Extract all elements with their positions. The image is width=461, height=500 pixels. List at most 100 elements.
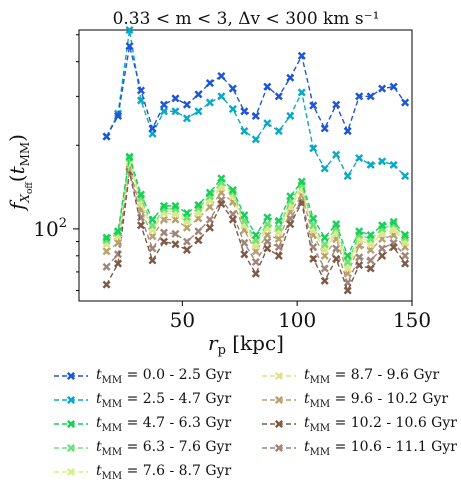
data-point — [366, 231, 375, 240]
series-line — [106, 168, 406, 276]
data-point — [274, 243, 283, 252]
data-point — [263, 244, 272, 253]
series-group — [102, 25, 410, 295]
data-point — [171, 94, 180, 103]
legend-label: tMM = 7.6 - 8.7 Gyr — [96, 462, 232, 482]
data-point — [125, 42, 134, 51]
data-point — [389, 160, 398, 169]
data-point — [401, 98, 410, 107]
legend-label: tMM = 8.7 - 9.6 Gyr — [304, 366, 440, 386]
data-point — [102, 233, 111, 242]
data-point — [251, 231, 260, 240]
data-point — [136, 221, 146, 230]
data-point — [205, 79, 214, 88]
data-point — [240, 250, 249, 259]
data-point — [274, 127, 283, 136]
data-point — [401, 171, 410, 181]
legend-marker — [66, 419, 76, 429]
data-point — [240, 238, 249, 247]
series-1 — [102, 42, 410, 141]
data-point — [136, 86, 146, 95]
legend-swatch — [54, 395, 88, 405]
series-9 — [102, 166, 410, 287]
data-point — [102, 262, 111, 271]
data-point — [309, 254, 318, 263]
data-point — [148, 256, 157, 265]
data-point — [251, 247, 260, 256]
data-point — [378, 157, 387, 166]
data-point — [171, 229, 180, 238]
data-point — [251, 269, 260, 278]
data-point — [263, 213, 272, 222]
data-point — [251, 135, 260, 144]
data-point — [148, 221, 157, 230]
data-point — [309, 101, 318, 110]
y-axis-label: fXoff(tMM) — [5, 134, 35, 212]
data-point — [182, 245, 191, 254]
data-point — [205, 188, 214, 197]
data-point — [378, 251, 387, 260]
legend-marker — [66, 371, 76, 381]
data-point — [320, 164, 329, 173]
data-point — [332, 100, 341, 109]
data-point — [401, 251, 410, 260]
data-point — [171, 215, 180, 224]
data-point — [286, 111, 295, 120]
legend-marker — [66, 443, 76, 453]
data-point — [401, 231, 410, 240]
data-point — [343, 127, 352, 136]
legend-marker — [274, 371, 284, 381]
data-point — [355, 253, 364, 262]
data-point — [343, 286, 352, 295]
data-point — [159, 201, 168, 210]
data-point — [228, 215, 237, 224]
data-point — [320, 233, 329, 242]
data-point — [332, 150, 341, 159]
legend-label: tMM = 9.6 - 10.2 Gyr — [304, 390, 449, 410]
data-point — [205, 98, 214, 107]
x-axis: 50 100 150 — [170, 301, 431, 332]
data-point — [194, 227, 203, 236]
legend-label: tMM = 10.2 - 10.6 Gyr — [304, 414, 457, 434]
data-point — [297, 177, 306, 186]
data-point — [320, 264, 329, 273]
legend-item: tMM = 4.7 - 6.3 Gyr — [52, 414, 231, 434]
data-point — [228, 186, 237, 195]
legend-marker — [274, 395, 284, 405]
data-point — [217, 174, 226, 183]
series-2 — [102, 25, 410, 181]
data-point — [148, 244, 157, 253]
data-point — [309, 221, 318, 230]
data-point — [148, 232, 157, 241]
data-point — [286, 73, 295, 82]
data-point — [240, 107, 249, 116]
legend-swatch — [262, 371, 296, 381]
data-point — [125, 25, 134, 35]
data-point — [343, 257, 352, 267]
data-point — [182, 209, 191, 218]
data-point — [309, 214, 318, 223]
data-point — [286, 220, 295, 229]
data-point — [366, 245, 375, 254]
data-point — [205, 202, 214, 211]
legend-label: tMM = 0.0 - 2.5 Gyr — [96, 366, 232, 386]
legend-swatch — [54, 443, 88, 453]
legend-item: tMM = 8.7 - 9.6 Gyr — [260, 366, 439, 386]
data-point — [297, 51, 306, 60]
series-3 — [102, 152, 410, 260]
x-axis-label: rp [kpc] — [208, 331, 284, 358]
data-point — [378, 84, 387, 93]
data-point — [309, 144, 318, 153]
data-point — [320, 124, 329, 133]
data-point — [389, 217, 398, 226]
legend-label: tMM = 6.3 - 7.6 Gyr — [96, 438, 232, 458]
data-point — [136, 190, 146, 199]
data-point — [102, 280, 111, 289]
data-point — [114, 259, 123, 268]
data-point — [182, 223, 191, 232]
data-point — [320, 251, 329, 260]
legend-swatch — [262, 443, 296, 453]
data-point — [378, 244, 387, 253]
data-point — [320, 240, 329, 249]
data-point — [240, 127, 249, 136]
